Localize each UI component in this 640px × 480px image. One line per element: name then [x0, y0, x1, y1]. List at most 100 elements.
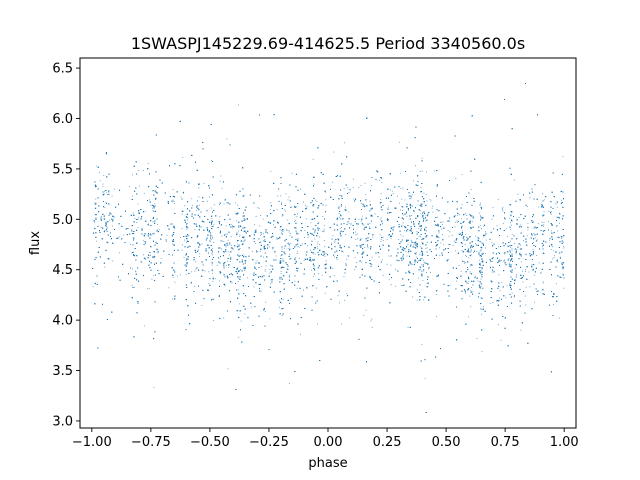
data-point: [262, 218, 264, 220]
data-point: [447, 230, 449, 232]
data-point: [227, 368, 229, 370]
data-point: [236, 220, 238, 222]
data-point: [543, 253, 545, 254]
data-point: [463, 214, 465, 216]
data-point: [369, 222, 371, 224]
data-point: [474, 235, 476, 237]
data-point: [208, 196, 210, 198]
data-point: [212, 237, 213, 239]
data-point: [465, 212, 467, 214]
data-point: [264, 270, 266, 272]
data-point: [379, 234, 381, 236]
data-point: [471, 221, 473, 222]
data-point: [412, 296, 414, 298]
data-point: [481, 308, 483, 310]
data-point: [330, 242, 332, 244]
data-point: [514, 243, 515, 245]
data-point: [144, 211, 146, 213]
data-point: [517, 193, 519, 195]
data-point: [281, 255, 283, 256]
data-point: [325, 205, 327, 206]
data-point: [533, 251, 535, 253]
data-point: [440, 242, 442, 244]
data-point: [421, 251, 423, 253]
data-point: [263, 256, 264, 258]
data-point: [230, 261, 231, 263]
data-point: [537, 223, 539, 225]
data-point: [123, 234, 125, 236]
data-point: [481, 298, 483, 299]
data-point: [226, 202, 228, 204]
data-point: [138, 217, 140, 219]
data-point: [223, 203, 225, 205]
data-point: [172, 199, 174, 201]
data-point: [481, 268, 483, 270]
data-point: [406, 215, 408, 217]
data-point: [407, 243, 409, 245]
data-point: [259, 225, 261, 227]
data-point: [555, 251, 557, 253]
data-point: [280, 273, 282, 275]
data-point: [289, 253, 291, 255]
data-point: [166, 234, 168, 236]
data-point: [288, 276, 290, 278]
data-point: [191, 204, 193, 206]
data-point: [410, 261, 412, 263]
data-point: [211, 226, 213, 228]
data-point: [176, 275, 178, 277]
data-point: [422, 219, 424, 221]
data-point: [541, 221, 543, 223]
data-point: [92, 286, 94, 288]
data-point: [483, 236, 485, 238]
data-point: [196, 209, 197, 211]
data-point: [481, 313, 483, 315]
data-point: [532, 221, 534, 223]
data-point: [436, 216, 438, 218]
data-point: [341, 230, 343, 232]
data-point: [427, 215, 428, 217]
data-point: [149, 199, 150, 201]
data-point: [451, 234, 453, 236]
data-point: [137, 218, 139, 220]
data-point: [289, 245, 291, 247]
data-point: [276, 237, 278, 239]
data-point: [339, 302, 341, 304]
data-point: [210, 235, 212, 237]
data-point: [456, 280, 458, 282]
data-point: [401, 198, 403, 200]
data-point: [340, 323, 342, 325]
data-point: [504, 259, 505, 261]
data-point: [399, 172, 401, 174]
data-point: [520, 278, 522, 279]
data-point: [285, 193, 287, 195]
data-point: [559, 256, 561, 258]
data-point: [252, 251, 253, 253]
data-point: [491, 242, 493, 244]
data-point: [294, 280, 296, 282]
data-point: [341, 206, 342, 208]
data-point: [498, 246, 500, 248]
data-point: [325, 268, 327, 270]
data-point: [243, 240, 245, 242]
data-point: [219, 180, 221, 182]
data-point: [469, 219, 471, 221]
data-point: [411, 194, 413, 196]
data-point: [107, 242, 109, 244]
data-point: [206, 250, 208, 252]
data-point: [563, 287, 565, 289]
data-point: [184, 205, 186, 207]
data-point: [297, 213, 298, 215]
data-point: [105, 221, 107, 223]
data-point: [363, 314, 365, 316]
data-point: [378, 256, 380, 258]
data-point: [515, 253, 517, 255]
data-point: [133, 251, 135, 253]
data-point: [501, 281, 503, 283]
data-point: [425, 220, 427, 222]
data-point: [272, 248, 274, 250]
data-point: [325, 260, 327, 262]
data-point: [195, 261, 197, 263]
data-point: [426, 272, 427, 273]
data-point: [221, 248, 223, 250]
data-point: [224, 251, 226, 253]
